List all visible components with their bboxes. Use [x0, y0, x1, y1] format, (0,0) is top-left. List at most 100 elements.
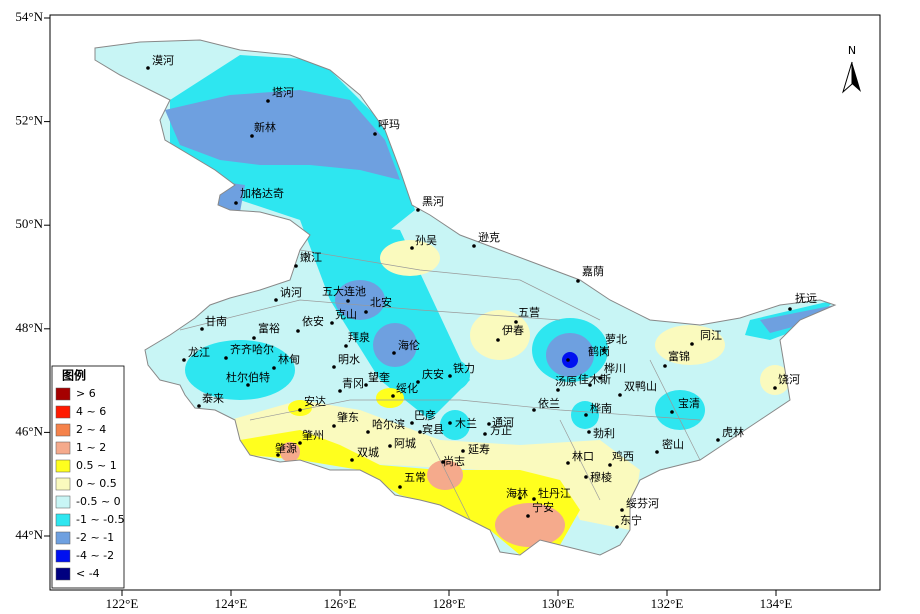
legend-swatch — [55, 405, 71, 419]
station-label: 桦南 — [590, 401, 612, 415]
station-dot — [388, 444, 392, 448]
station-label: 海伦 — [398, 338, 420, 352]
lat-label: 54°N — [15, 9, 43, 24]
station-label: 通河 — [492, 416, 514, 429]
station-dot — [373, 132, 377, 136]
station-label: 克山 — [335, 308, 357, 321]
lat-label: 52°N — [15, 113, 43, 128]
station-label: 加格达奇 — [240, 186, 284, 200]
station-label: 五营 — [518, 305, 540, 319]
station-label: 延寿 — [468, 442, 490, 456]
station-dot — [146, 66, 150, 70]
legend-swatch — [55, 387, 71, 401]
station-label: 五常 — [404, 471, 426, 484]
station-dot — [608, 463, 612, 467]
station-dot — [448, 421, 452, 425]
station-label: 孙吴 — [415, 234, 437, 247]
lon-label: 134°E — [760, 596, 793, 611]
station-label: 杜尔伯特 — [226, 370, 270, 384]
station-dot — [584, 413, 588, 417]
station-dot — [620, 508, 624, 512]
station-label: 穆棱 — [590, 470, 612, 484]
station-dot — [200, 327, 204, 331]
station-dot — [670, 410, 674, 414]
station-dot — [472, 244, 476, 248]
station-label: 塔河 — [272, 86, 294, 99]
legend-label: 2 ~ 4 — [76, 423, 106, 436]
station-dot — [298, 441, 302, 445]
station-label: 拜泉 — [348, 330, 370, 344]
station-label: 抚远 — [795, 291, 817, 305]
station-label: 伊春 — [502, 324, 524, 337]
station-label: 双城 — [357, 446, 379, 459]
station-label: 庆安 — [422, 367, 444, 381]
station-dot — [398, 485, 402, 489]
lon-label: 130°E — [542, 596, 575, 611]
legend-swatch — [55, 477, 71, 491]
station-dot — [364, 383, 368, 387]
station-dot — [246, 383, 250, 387]
legend-label: 0 ~ 0.5 — [76, 477, 117, 490]
station-dot — [690, 342, 694, 346]
station-dot — [418, 430, 422, 434]
station-label: 鸡西 — [612, 449, 634, 463]
station-dot — [576, 279, 580, 283]
station-dot — [410, 246, 414, 250]
station-label: 北安 — [370, 295, 392, 309]
lon-label: 122°E — [106, 596, 139, 611]
legend-label: > 6 — [76, 387, 96, 400]
station-dot — [197, 404, 201, 408]
station-dot — [346, 299, 350, 303]
station-label: 青冈 — [342, 377, 364, 390]
station-dot — [526, 514, 530, 518]
station-label: 虎林 — [722, 425, 744, 439]
station-dot — [448, 374, 452, 378]
station-label: 逊克 — [478, 231, 500, 244]
lon-label: 124°E — [215, 596, 248, 611]
station-label: 铁力 — [453, 362, 475, 375]
station-dot — [773, 386, 777, 390]
lat-label: 44°N — [15, 527, 43, 542]
station-dot — [266, 99, 270, 103]
station-dot — [338, 389, 342, 393]
station-label: 同江 — [700, 329, 722, 342]
station-dot — [716, 438, 720, 442]
station-dot — [330, 321, 334, 325]
station-label: 巴彦 — [414, 408, 436, 422]
station-dot — [588, 383, 592, 387]
station-dot — [234, 201, 238, 205]
station-label: 桦川 — [604, 361, 626, 375]
station-label: 五大连池 — [322, 284, 366, 298]
station-dot — [416, 380, 420, 384]
station-dot — [566, 461, 570, 465]
station-dot — [587, 430, 591, 434]
legend-label: -2 ~ -1 — [76, 531, 114, 544]
station-dot — [294, 264, 298, 268]
station-label: 哈尔滨 — [372, 417, 405, 431]
legend: 图例 > 6 4 ~ 6 2 ~ 4 1 ~ 2 0.5 ~ 1 0 ~ 0.5 -0.5 ~… — [51, 365, 125, 589]
legend-label: < -4 — [76, 567, 100, 580]
station-dot — [350, 458, 354, 462]
station-label: 木兰 — [455, 417, 477, 430]
legend-swatch — [55, 549, 71, 563]
station-label: 绥芬河 — [626, 497, 659, 510]
station-dot — [441, 460, 445, 464]
legend-swatch — [55, 441, 71, 455]
station-dot — [532, 497, 536, 501]
north-arrow: N — [842, 44, 861, 94]
lon-label: 132°E — [651, 596, 684, 611]
legend-swatch — [55, 423, 71, 437]
station-dot — [416, 208, 420, 212]
lat-label: 46°N — [15, 423, 43, 438]
station-label: 黑河 — [422, 195, 444, 208]
legend-label: -4 ~ -2 — [76, 549, 114, 562]
station-dot — [556, 388, 560, 392]
station-dot — [364, 310, 368, 314]
station-label: 龙江 — [188, 346, 210, 359]
station-label: 饶河 — [778, 373, 800, 386]
station-dot — [332, 365, 336, 369]
station-label: 林口 — [572, 449, 594, 463]
station-dot — [487, 422, 491, 426]
station-label: 勃利 — [593, 427, 615, 440]
